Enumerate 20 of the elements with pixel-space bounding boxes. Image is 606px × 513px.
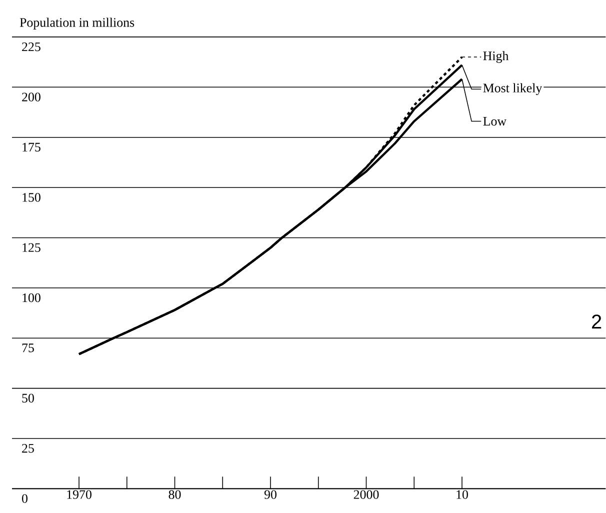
y-tick-label: 100 xyxy=(22,294,40,302)
y-tick-label: 175 xyxy=(22,143,40,152)
text: Most likely xyxy=(483,83,542,96)
y-tick-label: 150 xyxy=(22,193,40,202)
x-tick-label: 10 xyxy=(456,490,468,500)
y-tick-label: 200 xyxy=(22,92,40,102)
y-tick-label: 75 xyxy=(22,344,34,352)
y-tick-label: 0 xyxy=(22,494,28,504)
annotation: 2 xyxy=(592,314,602,329)
x-tick-label: 80 xyxy=(168,490,181,500)
y-axis-title: Population in millions xyxy=(20,18,134,30)
y-tick-label: 25 xyxy=(22,444,34,453)
x-tick-label: 90 xyxy=(264,490,276,500)
y-tick-label: 225 xyxy=(22,42,40,52)
y-tick-label: 50 xyxy=(22,394,34,403)
y-tick-label: 125 xyxy=(22,243,40,252)
text: Low xyxy=(483,117,507,126)
x-tick-label: 1970 xyxy=(67,490,92,500)
x-tick-label: 2000 xyxy=(354,490,379,500)
legend-label: High xyxy=(483,51,509,64)
